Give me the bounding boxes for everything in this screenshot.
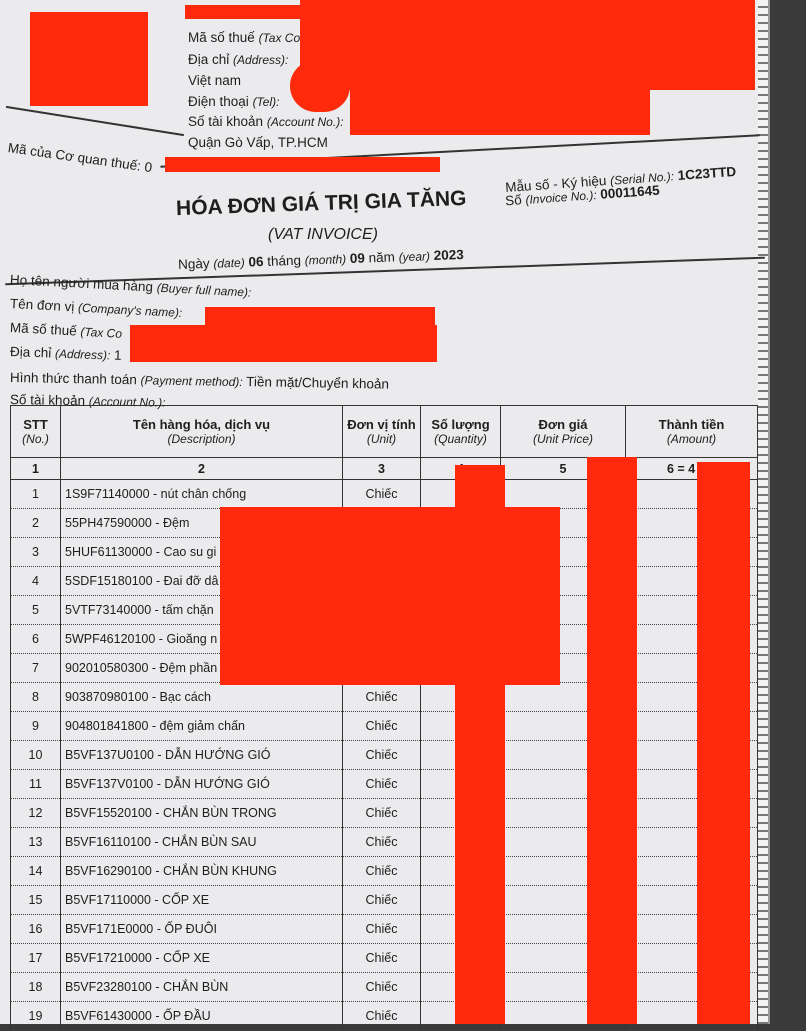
- row-unit: Chiếc: [342, 798, 421, 828]
- buyer-company: Tên đơn vị (Company's name):: [9, 296, 183, 321]
- header-no: STT (No.): [10, 405, 61, 458]
- table-row: 12 B5VF15520100 - CHẮN BÙN TRONG Chiếc: [10, 798, 758, 828]
- row-number: 14: [10, 856, 61, 886]
- payment-method: Hình thức thanh toán (Payment method): T…: [9, 370, 390, 392]
- table-row: 18 B5VF23280100 - CHẮN BÙN Chiếc: [10, 972, 758, 1002]
- column-number: 3: [342, 457, 421, 480]
- row-unit: Chiếc: [342, 827, 421, 857]
- buyer-address: Địa chỉ (Address): 1: [9, 344, 122, 363]
- row-unit: Chiếc: [342, 479, 421, 509]
- column-number: 2: [60, 457, 343, 480]
- seller-district: Quận Gò Vấp, TP.HCM: [188, 135, 328, 150]
- redaction: [30, 12, 148, 106]
- row-number: 17: [10, 943, 61, 973]
- table-row: 17 B5VF17210000 - CỐP XE Chiếc: [10, 943, 758, 973]
- row-number: 16: [10, 914, 61, 944]
- redaction: [587, 457, 637, 1024]
- row-unit: Chiếc: [342, 885, 421, 915]
- row-unit: Chiếc: [342, 711, 421, 741]
- row-description: B5VF17110000 - CỐP XE: [60, 885, 343, 915]
- row-unit: Chiếc: [342, 914, 421, 944]
- row-number: 4: [10, 566, 61, 596]
- header-unit-price: Đơn giá (Unit Price): [500, 405, 626, 458]
- table-row: 19 B5VF61430000 - ỐP ĐẦU Chiếc: [10, 1001, 758, 1031]
- row-description: B5VF137U0100 - DẪN HƯỚNG GIÓ: [60, 740, 343, 770]
- row-unit: Chiếc: [342, 682, 421, 712]
- row-unit: Chiếc: [342, 769, 421, 799]
- redaction: [165, 157, 440, 172]
- redaction: [130, 325, 437, 362]
- row-description: B5VF23280100 - CHẮN BÙN: [60, 972, 343, 1002]
- seller-address: Địa chỉ (Address):: [188, 52, 289, 67]
- row-description: B5VF16290100 - CHẮN BÙN KHUNG: [60, 856, 343, 886]
- row-unit: Chiếc: [342, 856, 421, 886]
- row-description: B5VF137V0100 - DẪN HƯỚNG GIÓ: [60, 769, 343, 799]
- row-number: 12: [10, 798, 61, 828]
- table-row: 10 B5VF137U0100 - DẪN HƯỚNG GIÓ Chiếc: [10, 740, 758, 770]
- table-row: 16 B5VF171E0000 - ỐP ĐUÔI Chiếc: [10, 914, 758, 944]
- row-description: 1S9F71140000 - nút chân chống: [60, 479, 343, 509]
- invoice-title: HÓA ĐƠN GIÁ TRỊ GIA TĂNG: [175, 186, 467, 221]
- column-number: 1: [10, 457, 61, 480]
- items-table: STT (No.) Tên hàng hóa, dịch vụ (Descripti…: [10, 405, 758, 1031]
- row-number: 18: [10, 972, 61, 1002]
- redaction: [290, 60, 350, 112]
- table-row: 9 904801841800 - đệm giảm chấn Chiếc: [10, 711, 758, 741]
- seller-account: Số tài khoản (Account No.):: [188, 114, 344, 129]
- row-description: B5VF15520100 - CHẮN BÙN TRONG: [60, 798, 343, 828]
- row-number: 5: [10, 595, 61, 625]
- row-number: 15: [10, 885, 61, 915]
- row-number: 19: [10, 1001, 61, 1031]
- row-description: B5VF171E0000 - ỐP ĐUÔI: [60, 914, 343, 944]
- row-unit: Chiếc: [342, 1001, 421, 1031]
- header-quantity: Số lượng (Quantity): [420, 405, 501, 458]
- seller-tax-code: Mã số thuế (Tax Co: [188, 30, 301, 45]
- row-unit: Chiếc: [342, 943, 421, 973]
- header-description: Tên hàng hóa, dịch vụ (Description): [60, 405, 343, 458]
- row-description: B5VF61430000 - ỐP ĐẦU: [60, 1001, 343, 1031]
- row-number: 8: [10, 682, 61, 712]
- table-row: 13 B5VF16110100 - CHẮN BÙN SAU Chiếc: [10, 827, 758, 857]
- row-unit: Chiếc: [342, 740, 421, 770]
- redaction: [220, 507, 560, 685]
- table-row: 1 1S9F71140000 - nút chân chống Chiếc: [10, 479, 758, 509]
- row-description: B5VF16110100 - CHẮN BÙN SAU: [60, 827, 343, 857]
- table-row: 8 903870980100 - Bạc cách Chiếc: [10, 682, 758, 712]
- tax-authority-code: Mã của Cơ quan thuế: 0: [6, 140, 154, 176]
- perforated-edge: [758, 0, 768, 1024]
- row-number: 1: [10, 479, 61, 509]
- buyer-tax-code: Mã số thuế (Tax Co: [9, 320, 123, 341]
- row-unit: Chiếc: [342, 972, 421, 1002]
- row-number: 9: [10, 711, 61, 741]
- table-row: 11 B5VF137V0100 - DẪN HƯỚNG GIÓ Chiếc: [10, 769, 758, 799]
- row-number: 10: [10, 740, 61, 770]
- redaction: [350, 85, 650, 135]
- header-unit: Đơn vị tính (Unit): [342, 405, 421, 458]
- row-number: 11: [10, 769, 61, 799]
- row-description: 904801841800 - đệm giảm chấn: [60, 711, 343, 741]
- row-description: 903870980100 - Bạc cách: [60, 682, 343, 712]
- redaction: [455, 465, 505, 1024]
- seller-tel: Điện thoại (Tel):: [188, 94, 280, 109]
- header-amount: Thành tiền (Amount): [625, 405, 758, 458]
- table-row: 15 B5VF17110000 - CỐP XE Chiếc: [10, 885, 758, 915]
- row-description: B5VF17210000 - CỐP XE: [60, 943, 343, 973]
- redaction: [697, 462, 750, 1024]
- row-number: 13: [10, 827, 61, 857]
- redaction: [185, 5, 300, 19]
- seller-country: Việt nam: [188, 73, 242, 88]
- redaction: [205, 307, 435, 327]
- row-number: 2: [10, 508, 61, 538]
- redaction: [300, 0, 755, 90]
- row-number: 7: [10, 653, 61, 683]
- table-row: 14 B5VF16290100 - CHẮN BÙN KHUNG Chiếc: [10, 856, 758, 886]
- row-number: 3: [10, 537, 61, 567]
- divider: [5, 105, 185, 136]
- row-number: 6: [10, 624, 61, 654]
- invoice-subtitle: (VAT INVOICE): [268, 226, 378, 243]
